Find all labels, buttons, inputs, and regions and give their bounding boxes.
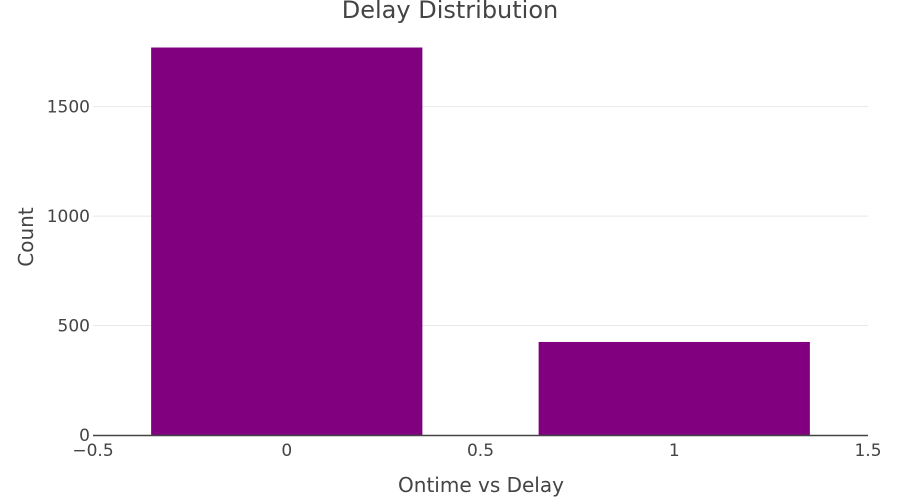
x-tick-label: −0.5 xyxy=(72,441,113,461)
x-tick-label: 1.5 xyxy=(854,441,881,461)
x-tick-label: 0 xyxy=(281,441,292,461)
chart-title: Delay Distribution xyxy=(342,0,558,24)
x-tick-label: 0.5 xyxy=(467,441,494,461)
bar[interactable] xyxy=(538,341,810,435)
x-tick-label: 1 xyxy=(669,441,680,461)
y-tick-label: 500 xyxy=(58,317,90,337)
x-tick-labels: −0.5 0 0.5 1 1.5 xyxy=(72,441,881,461)
y-tick-label: 0 xyxy=(79,426,90,446)
y-tick-label: 1500 xyxy=(47,98,90,118)
y-tick-label: 1000 xyxy=(47,207,90,227)
y-axis-title: Count xyxy=(14,207,38,267)
bar[interactable] xyxy=(151,47,423,435)
x-axis-title: Ontime vs Delay xyxy=(398,473,564,497)
y-tick-labels: 0 500 1000 1500 xyxy=(47,98,90,446)
bar-layer xyxy=(151,47,810,435)
